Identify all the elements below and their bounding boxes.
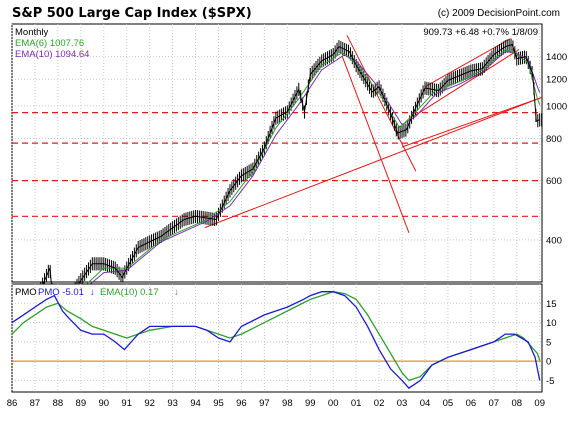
x-tick-label: 97: [259, 398, 270, 409]
y-tick-label: 800: [546, 134, 562, 145]
pmo-line: [11, 291, 541, 389]
x-tick-label: 96: [236, 398, 247, 409]
trendlines: [204, 35, 543, 233]
trendline: [341, 56, 410, 233]
ema10-line: [11, 50, 541, 335]
price-line: [11, 43, 540, 328]
x-tick-label: 92: [144, 398, 155, 409]
pmo-legend-label: PMO: [15, 287, 37, 298]
x-tick-label: 89: [76, 398, 87, 409]
price-grid: [11, 24, 542, 282]
x-tick-label: 07: [489, 398, 500, 409]
x-tick-label: 00: [328, 398, 339, 409]
ema6-line: [11, 48, 541, 332]
x-tick-label: 03: [397, 398, 408, 409]
chart-title: S&P 500 Large Cap Index ($SPX): [12, 6, 252, 21]
legend-ema6: EMA(6) 1007.76: [15, 38, 84, 49]
trendline: [204, 96, 543, 229]
x-tick-label: 94: [190, 398, 201, 409]
pmo-legend-value: PMO -5.01: [38, 287, 84, 298]
trendline: [346, 35, 417, 172]
x-tick-label: 99: [305, 398, 316, 409]
y-tick-label: 1400: [546, 52, 567, 63]
trendline: [401, 96, 543, 148]
y-tick-label: 600: [546, 176, 562, 187]
price-panel: [11, 23, 543, 283]
x-tick-label: 02: [374, 398, 385, 409]
y-tick-label: 15: [546, 299, 557, 310]
x-tick-label: 86: [7, 398, 18, 409]
legend-ema10: EMA(10) 1094.64: [15, 49, 89, 60]
x-axis-ticks: 86 87 88 89 90 91 92 93 94 95 96 97 98 99 00 01 02 03 04 05…: [7, 398, 545, 409]
x-tick-label: 08: [511, 398, 522, 409]
pmo-arrow-down-icon: ↓: [90, 287, 95, 298]
price-readout: 909.73 +6.48 +0.7% 1/8/09: [423, 27, 538, 38]
x-tick-label: 91: [121, 398, 132, 409]
y-tick-label: -5: [546, 376, 554, 387]
x-tick-label: 98: [282, 398, 293, 409]
pmo-ema-arrow-down-icon: ↓: [174, 287, 179, 298]
y-tick-label: 0: [546, 357, 551, 368]
y-tick-label: 1000: [546, 101, 567, 112]
y-tick-label: 400: [546, 235, 562, 246]
x-tick-label: 04: [420, 398, 431, 409]
x-tick-label: 87: [30, 398, 41, 409]
x-tick-label: 95: [213, 398, 224, 409]
pmo-ema-legend: EMA(10) 0.17: [100, 287, 159, 298]
pmo-legend: PMO: [15, 287, 37, 298]
trendline: [413, 49, 520, 117]
y-tick-label: 10: [546, 318, 557, 329]
pmo-y-ticks: -5 0 5 10 15: [546, 299, 557, 387]
price-y-ticks: 400 600 800 1000 1200 1400: [546, 52, 567, 246]
pmo-panel: [11, 283, 543, 393]
x-tick-label: 09: [534, 398, 545, 409]
x-tick-label: 88: [53, 398, 64, 409]
period-label: Monthly: [15, 27, 49, 38]
support-levels: [12, 112, 542, 217]
copyright-text: (c) 2009 DecisionPoint.com: [438, 8, 560, 19]
y-tick-label: 1200: [546, 75, 567, 86]
x-tick-label: 93: [167, 398, 178, 409]
x-tick-label: 01: [351, 398, 362, 409]
x-tick-label: 90: [98, 398, 109, 409]
x-tick-label: 05: [443, 398, 454, 409]
y-tick-label: 5: [546, 337, 551, 348]
x-tick-label: 06: [466, 398, 477, 409]
